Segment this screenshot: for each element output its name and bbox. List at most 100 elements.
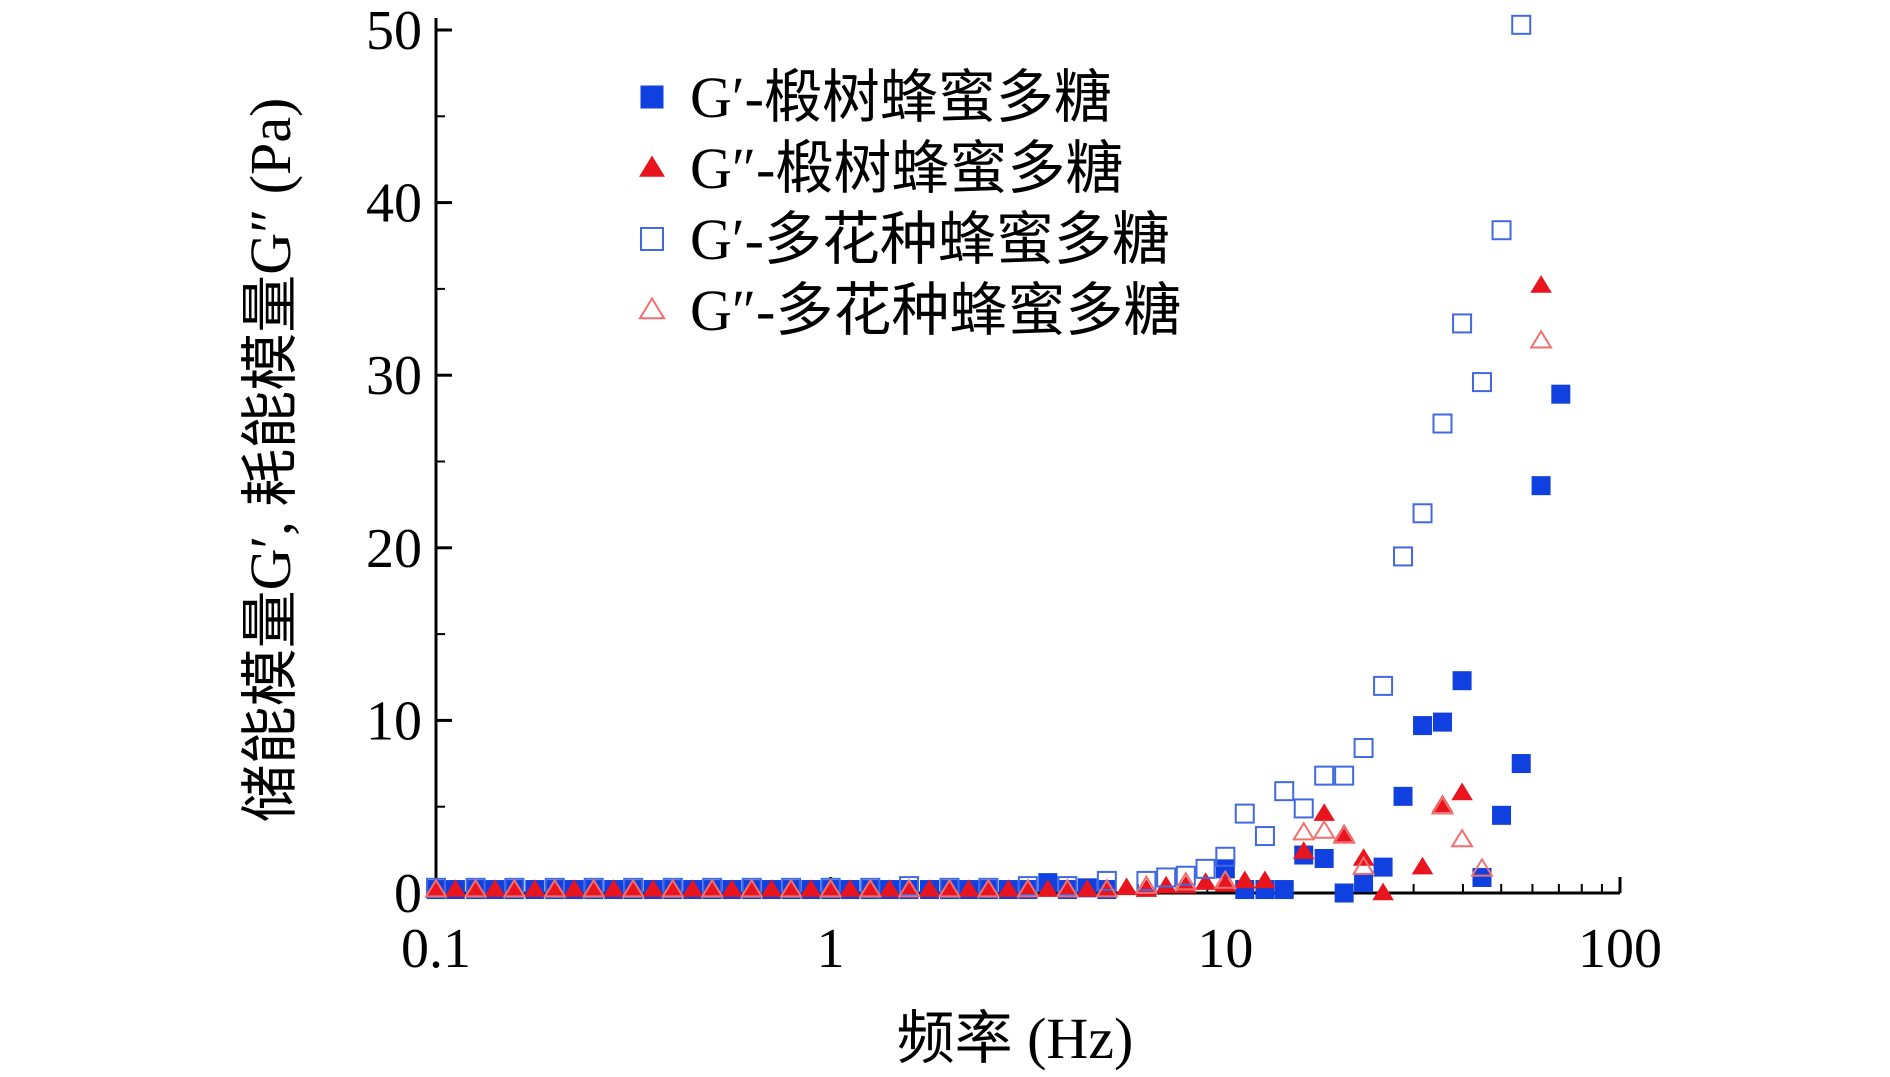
x-tick-label: 100 [1578,918,1662,980]
data-point [582,878,606,898]
y-tick-label: 30 [366,345,422,407]
x-tick-label: 10 [1197,918,1253,980]
x-axis-title: 频率 (Hz) [897,1006,1134,1071]
data-point [1373,857,1393,877]
data-point [1430,795,1455,815]
data-point [1292,821,1316,841]
data-point [740,878,764,898]
x-tick-label: 1 [817,918,845,980]
x-tick-label: 0.1 [401,918,471,980]
data-point [1274,880,1294,900]
data-point [1292,841,1315,859]
data-point [1450,828,1474,848]
data-point [897,878,921,898]
data-point [1531,476,1551,496]
data-point [1175,865,1196,886]
data-point [1254,826,1275,847]
data-point [1393,546,1414,567]
data-point [1314,765,1335,786]
data-point [1017,876,1038,897]
legend-label: G″-多花种蜂蜜多糖 [690,278,1181,343]
data-point [1096,870,1117,891]
data-point [1451,782,1473,801]
legend-marker [638,296,666,320]
data-point [1470,857,1494,877]
y-tick-label: 50 [366,0,422,62]
data-point [1274,781,1295,802]
data-point [1076,879,1099,897]
data-point [878,879,901,897]
data-point [1529,329,1553,349]
data-point [1511,14,1532,35]
y-axis-title: 储能模量G′, 耗能模量G″ (Pa) [238,98,303,823]
data-point [1136,870,1157,891]
data-point [1234,870,1256,889]
data-point [976,878,1001,898]
data-point [1155,875,1177,894]
data-point [1511,754,1531,774]
data-point [1432,712,1452,732]
data-point [858,878,882,898]
data-point [642,879,664,897]
data-point [1373,675,1394,696]
y-tick-label: 20 [366,518,422,580]
data-point [1156,867,1177,888]
legend-label: G′-椴树蜂蜜多糖 [690,65,1112,130]
data-point [444,879,467,897]
data-point [1334,765,1355,786]
data-point [1234,803,1255,824]
data-point [1095,878,1119,898]
axes: 0.1 1 10 100 0 10 20 30 40 50 [366,0,1662,980]
data-point [839,879,861,897]
data-point [1334,883,1354,903]
data-point [1452,671,1472,691]
legend-marker [639,155,665,177]
data-point [1412,503,1433,524]
data-point [1491,220,1512,241]
data-point [937,878,962,898]
data-point [1393,786,1413,806]
data-point [1354,873,1374,893]
data-point [1016,878,1040,898]
data-point [484,879,506,897]
data-point [1353,738,1374,759]
data-point [424,878,448,898]
data-point [819,878,843,898]
data-point [621,878,645,898]
data-point [899,876,920,897]
data-point [1351,855,1376,875]
data-point [1313,803,1335,821]
data-point [1411,856,1434,875]
y-tick-label: 40 [366,173,422,235]
data-point [1312,819,1336,839]
series-1 [426,384,1571,903]
data-point [1332,824,1356,844]
data-point [1472,867,1492,887]
data-point [543,878,567,898]
data-point [1530,275,1552,293]
data-point [1293,798,1314,819]
legend-label: G′-多花种蜂蜜多糖 [690,207,1170,272]
data-point [1372,882,1394,901]
data-point [700,878,724,898]
data-point [463,878,488,898]
legend-marker [640,227,664,251]
data-point [760,879,783,897]
data-point [1194,872,1217,890]
data-markers [424,14,1571,903]
series-2 [425,275,1552,901]
y-tick-label: 0 [394,863,422,925]
data-point [1432,413,1453,434]
data-point [1215,846,1236,867]
data-point [1213,869,1237,889]
data-point [1413,716,1433,736]
data-point [1134,874,1159,894]
data-point [1452,313,1473,334]
data-point [602,879,625,897]
data-point [800,879,822,897]
data-point [1174,871,1198,891]
data-point [779,878,803,898]
data-point [563,879,585,897]
data-point [1055,878,1080,898]
